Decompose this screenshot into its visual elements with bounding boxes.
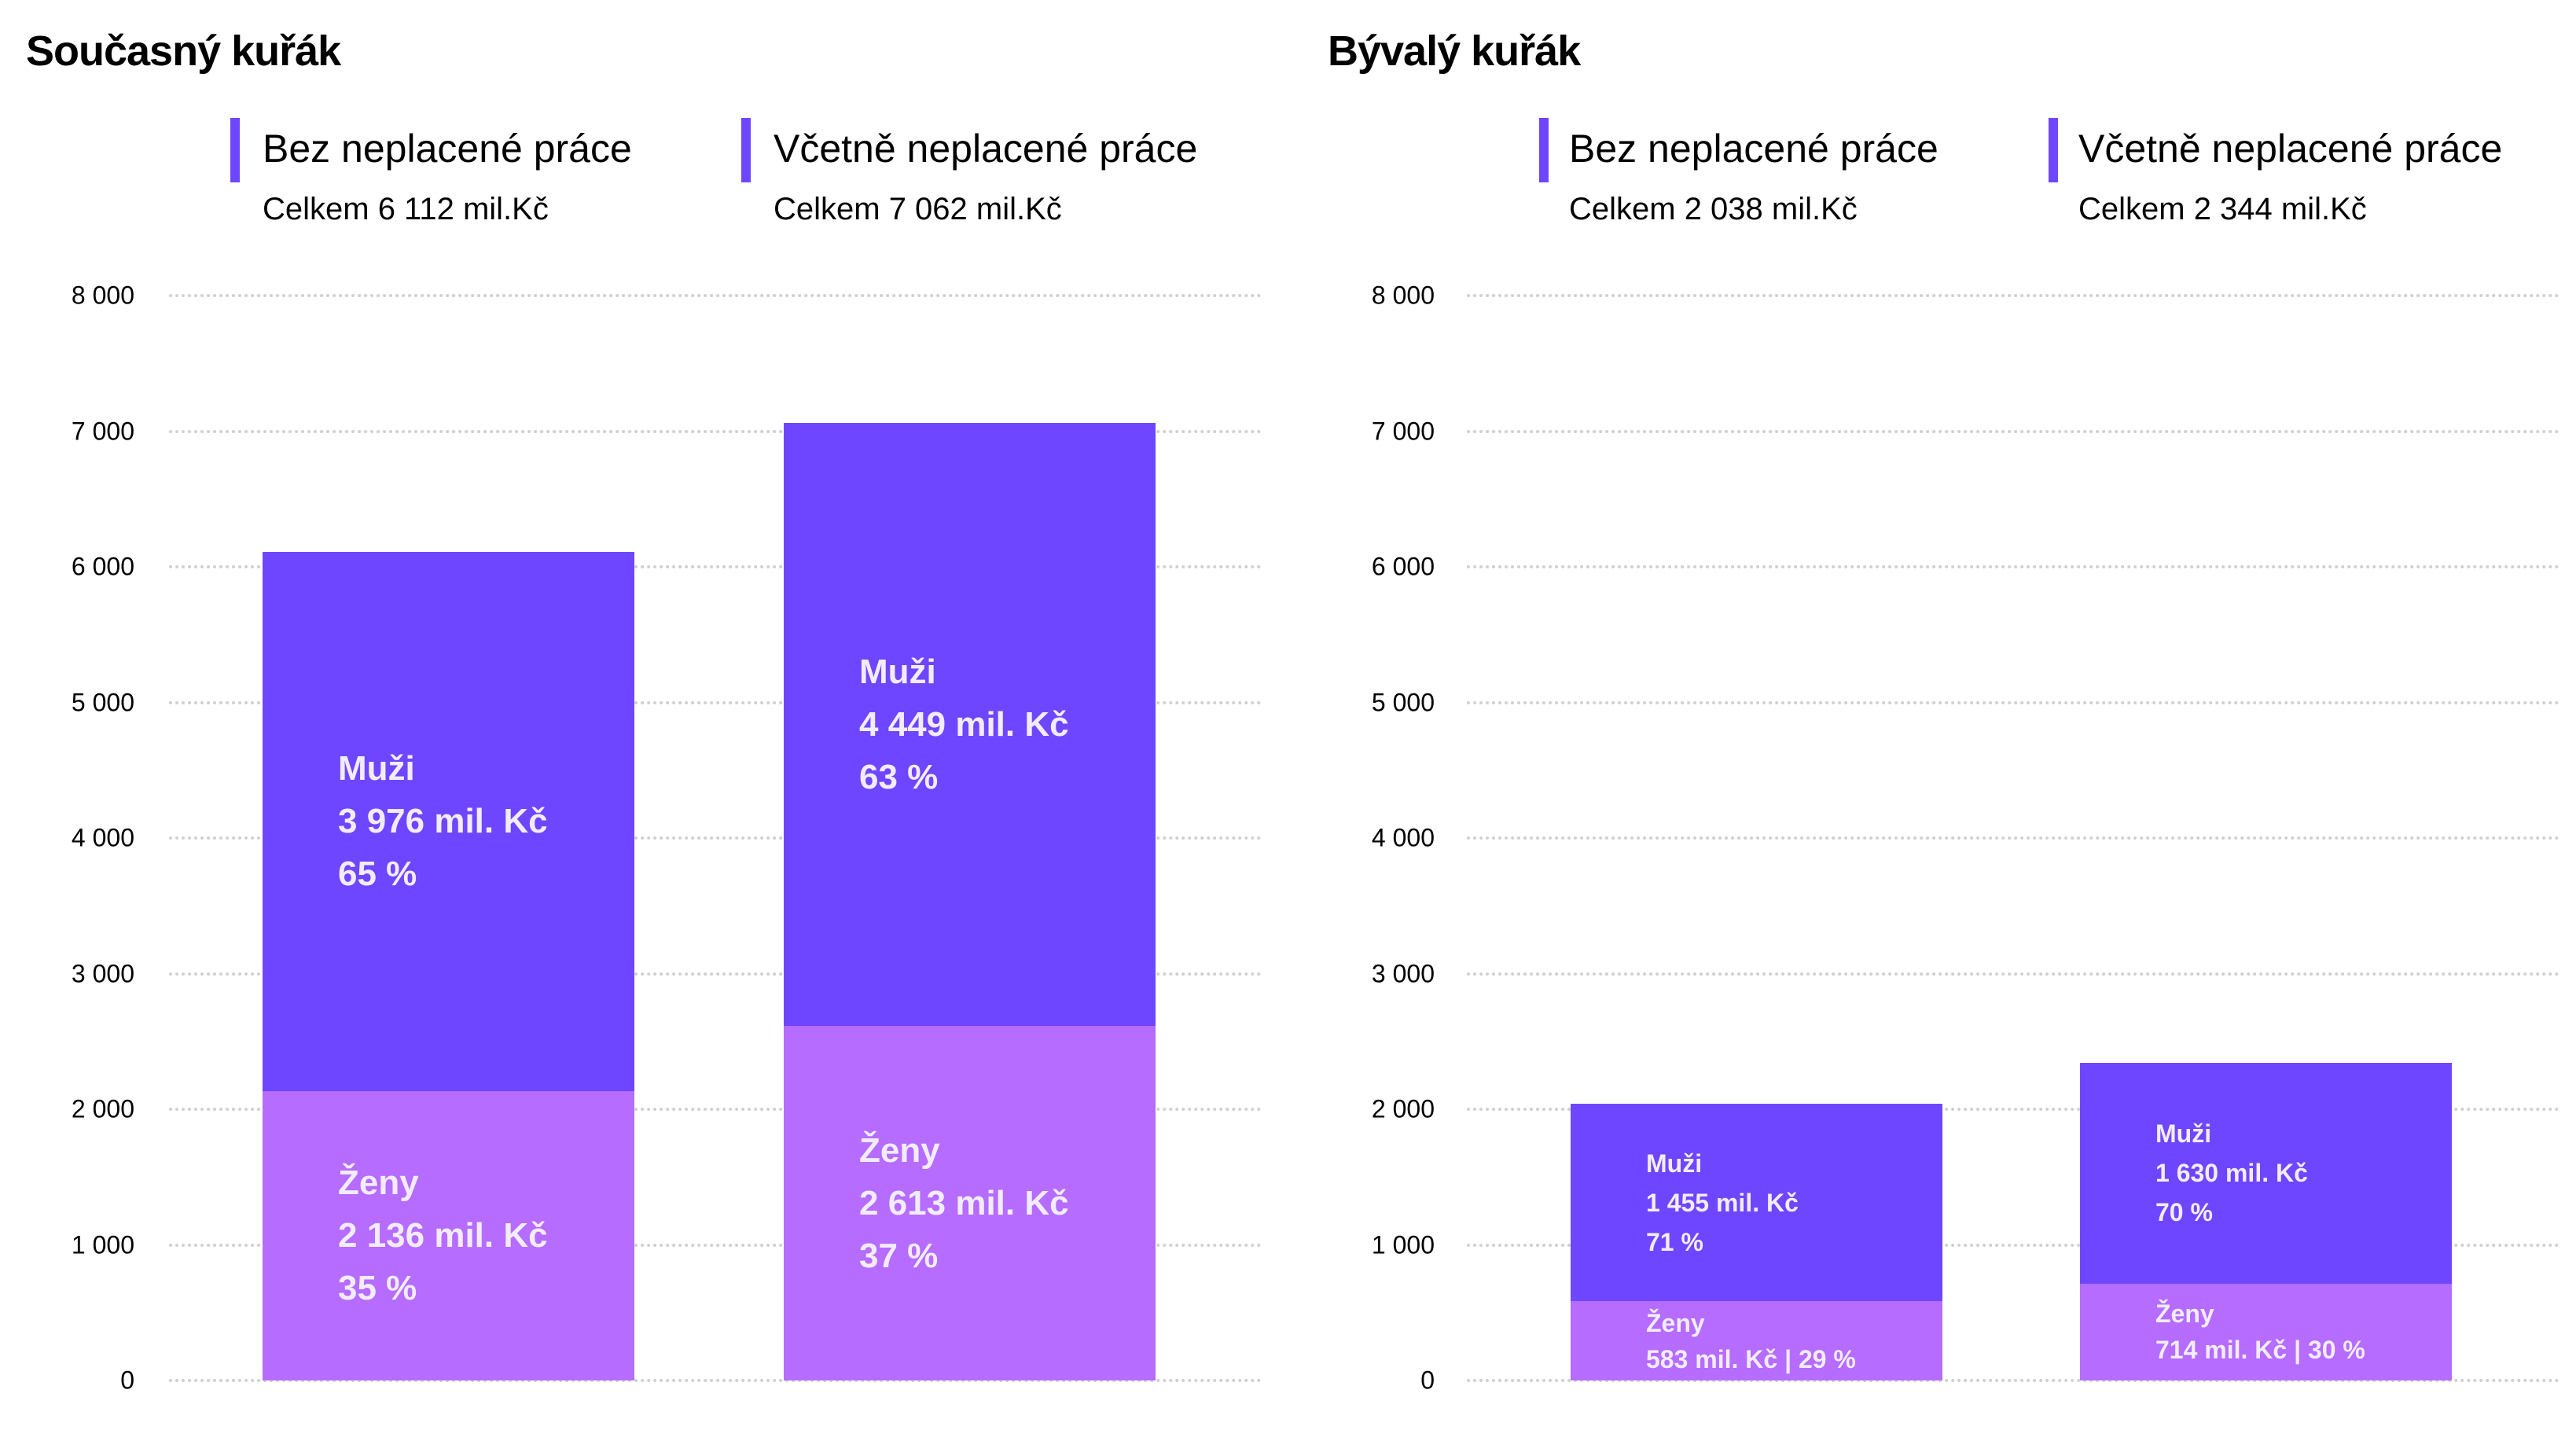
gridline [1467, 1108, 2559, 1111]
gridline [169, 294, 1262, 297]
value-label: 714 mil. Kč | 30 % [2155, 1336, 2365, 1365]
gridline [1467, 429, 2559, 433]
percent-label: 71 % [1646, 1227, 1703, 1256]
bar-segment-muzi: Muži 1 455 mil. Kč 71 % [1571, 1104, 1942, 1302]
series-name: Ženy [338, 1163, 419, 1203]
percent-label: 37 % [859, 1237, 939, 1276]
gridline [1467, 700, 2559, 704]
value-label: 1 630 mil. Kč [2155, 1159, 2308, 1188]
gridline [169, 1379, 1262, 1382]
gridline [169, 565, 1262, 568]
legend-total: Celkem 2 038 mil.Kč [1569, 192, 1858, 226]
legend-marker [741, 118, 751, 182]
gridline [1467, 1379, 2559, 1382]
legend-marker [230, 118, 240, 182]
y-tick-label: 6 000 [71, 552, 134, 581]
gridline [169, 1243, 1262, 1247]
y-tick-label: 4 000 [71, 823, 134, 852]
y-tick-label: 6 000 [1371, 552, 1435, 581]
y-tick-label: 1 000 [1371, 1230, 1435, 1259]
gridline [169, 429, 1262, 433]
legend-label: Včetně neplacené práce [774, 127, 1198, 171]
series-name: Muži [338, 749, 415, 789]
percent-label: 70 % [2155, 1198, 2213, 1227]
value-label: 1 455 mil. Kč [1646, 1188, 1799, 1217]
bar-segment-zeny: Ženy 2 136 mil. Kč 35 % [263, 1090, 634, 1380]
percent-label: 65 % [338, 855, 417, 894]
series-name: Ženy [2155, 1299, 2214, 1329]
series-name: Muži [1646, 1149, 1703, 1178]
series-name: Muži [859, 653, 936, 692]
y-tick-label: 2 000 [1371, 1094, 1435, 1123]
gridline [1467, 565, 2559, 568]
gridline [169, 972, 1262, 976]
value-label: 2 136 mil. Kč [338, 1216, 548, 1255]
y-tick-label: 7 000 [1371, 417, 1435, 445]
gridline [169, 1108, 1262, 1111]
y-tick-label: 2 000 [71, 1094, 134, 1123]
bar-segment-muzi: Muži 3 976 mil. Kč 65 % [263, 551, 634, 1091]
bar-segment-muzi: Muži 4 449 mil. Kč 63 % [784, 422, 1156, 1027]
y-tick-label: 8 000 [1371, 281, 1435, 310]
bar-segment-zeny: Ženy 2 613 mil. Kč 37 % [784, 1026, 1156, 1380]
value-label: 583 mil. Kč | 29 % [1646, 1344, 1856, 1373]
y-tick-label: 1 000 [71, 1230, 134, 1259]
y-tick-label: 5 000 [1371, 688, 1435, 716]
gridline [169, 700, 1262, 704]
percent-label: 63 % [859, 758, 939, 797]
y-tick-label: 0 [1420, 1366, 1435, 1395]
gridline [1467, 836, 2559, 840]
series-name: Ženy [1646, 1308, 1705, 1337]
bar-segment-zeny: Ženy 714 mil. Kč | 30 % [2080, 1283, 2452, 1380]
y-tick-label: 0 [120, 1366, 134, 1395]
y-tick-label: 3 000 [71, 959, 134, 987]
gridline [169, 836, 1262, 840]
chart-title: Současný kuřák [26, 28, 341, 75]
value-label: 2 613 mil. Kč [859, 1184, 1069, 1223]
y-tick-label: 7 000 [71, 417, 134, 445]
value-label: 4 449 mil. Kč [859, 705, 1069, 744]
y-tick-label: 3 000 [1371, 959, 1435, 987]
y-tick-label: 4 000 [1371, 823, 1435, 852]
bar-segment-zeny: Ženy 583 mil. Kč | 29 % [1571, 1301, 1942, 1380]
legend-marker [1539, 118, 1549, 182]
gridline [1467, 294, 2559, 297]
gridline [1467, 972, 2559, 976]
value-label: 3 976 mil. Kč [338, 802, 548, 841]
legend-marker [2049, 118, 2058, 182]
legend-total: Celkem 2 344 mil.Kč [2078, 192, 2367, 226]
series-name: Muži [2155, 1119, 2212, 1149]
legend-label: Včetně neplacené práce [2078, 127, 2503, 171]
series-name: Ženy [859, 1131, 940, 1171]
y-tick-label: 5 000 [71, 688, 134, 716]
y-tick-label: 8 000 [71, 281, 134, 310]
gridline [1467, 1243, 2559, 1247]
legend-label: Bez neplacené práce [1569, 127, 1938, 171]
legend-total: Celkem 6 112 mil.Kč [263, 192, 549, 226]
chart-title: Bývalý kuřák [1328, 28, 1581, 75]
bar-segment-muzi: Muži 1 630 mil. Kč 70 % [2080, 1062, 2452, 1284]
percent-label: 35 % [338, 1269, 417, 1308]
legend-total: Celkem 7 062 mil.Kč [774, 192, 1062, 226]
legend-label: Bez neplacené práce [263, 127, 632, 171]
